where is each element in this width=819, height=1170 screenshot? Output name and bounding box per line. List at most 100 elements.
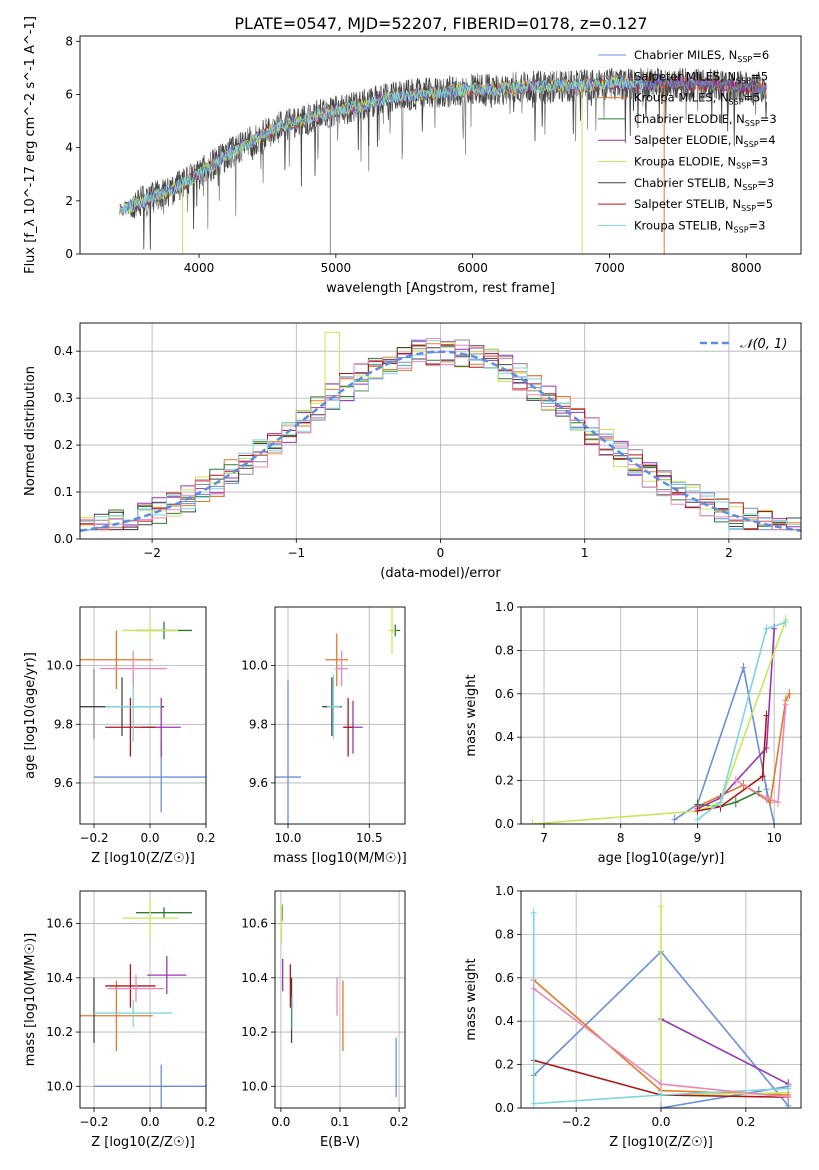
age-weight-ytick-label: 0.2 <box>495 774 514 788</box>
legend-label: Kroupa ELODIE, NSSP=3 <box>634 155 768 171</box>
residuals-xtick-label: 1 <box>581 546 589 560</box>
z-weight-ytick-label: 0.2 <box>495 1058 514 1072</box>
spectrum-plot <box>119 67 767 254</box>
z-weight-ytick-label: 0.4 <box>495 1014 514 1028</box>
ebv-mass-xtick-label: 0.0 <box>271 1115 290 1129</box>
ebv-mass-frame <box>274 890 406 1109</box>
legend-label: Chabrier ELODIE, NSSP=3 <box>634 112 777 128</box>
age-weight-xlabel: age [log10(age/yr)] <box>598 851 725 866</box>
z-mass-xtick-label: −0.2 <box>79 1115 108 1129</box>
age-weight-xtick-label: 9 <box>694 831 702 845</box>
residuals-xtick-label: 0 <box>437 546 445 560</box>
mass-age-ytick-label: 10.0 <box>241 659 268 673</box>
residuals-ytick-label: 0.0 <box>54 532 73 546</box>
ebv-mass-axes: 0.0 0.1 0.2 10.0 10.2 10.4 10.6 E(B-V) <box>241 890 409 1150</box>
z-mass-axes: −0.2 0.0 0.2 10.0 10.2 10.4 10.6 Z [log10(Z/Z☉)… <box>23 890 216 1150</box>
spectrum-ylabel: Flux [f_λ 10^-17 erg cm^-2 s^-1 A^-1] <box>23 16 38 274</box>
z-weight-ytick-label: 0.0 <box>495 1101 514 1115</box>
z-age-ytick-label: 10.0 <box>46 659 73 673</box>
z-age-xtick-label: 0.2 <box>196 831 215 845</box>
age-weight-frame <box>520 606 802 825</box>
mass-age-xlabel: mass [log10(M/M☉)] <box>273 851 406 866</box>
mass-age-xtick-label: 10.0 <box>275 831 302 845</box>
weight-line <box>673 664 775 824</box>
ebv-mass-xtick-label: 0.2 <box>390 1115 409 1129</box>
z-age-ytick-label: 9.8 <box>54 717 73 731</box>
legend-label: Chabrier MILES, NSSP=6 <box>634 48 769 64</box>
spectrum-line <box>119 76 644 215</box>
z-mass-xtick-label: 0.0 <box>140 1115 159 1129</box>
z-mass-xlabel: Z [log10(Z/Z☉)] <box>91 1135 195 1150</box>
legend-label: Salpeter ELODIE, NSSP=4 <box>634 133 776 149</box>
z-age-xtick-label: −0.2 <box>79 831 108 845</box>
weight-line <box>735 704 787 804</box>
spectrum-line <box>119 75 767 215</box>
z-mass-plot <box>80 899 206 1108</box>
age-weight-xtick-label: 10 <box>767 831 782 845</box>
weight-line <box>696 621 786 821</box>
normal-curve <box>80 350 801 533</box>
z-weight-plot <box>530 901 792 1108</box>
ebv-mass-xtick-label: 0.1 <box>330 1115 349 1129</box>
spectrum-legend: Chabrier MILES, NSSP=6 Salpeter MILES, NS… <box>598 48 777 234</box>
spectrum-xtick-label: 8000 <box>731 261 762 275</box>
residuals-frame <box>79 322 802 540</box>
spectrum-xtick-label: 5000 <box>321 261 352 275</box>
weight-line <box>697 790 760 808</box>
z-weight-frame <box>520 890 802 1109</box>
mass-age-plot <box>275 607 401 824</box>
ebv-mass-ytick-label: 10.0 <box>241 1079 268 1093</box>
age-weight-ytick-label: 0.0 <box>495 817 514 831</box>
spectrum-xtick-label: 7000 <box>594 261 625 275</box>
weight-line <box>697 715 768 812</box>
legend-label: Kroupa MILES, NSSP=5 <box>634 91 760 107</box>
z-weight-xtick-label: 0.0 <box>651 1115 670 1129</box>
age-weight-ytick-label: 0.8 <box>495 643 514 657</box>
age-weight-axes: 7 8 9 10 0.0 0.2 0.4 0.6 0.8 1.0 age [log10(age/yr… <box>464 600 802 866</box>
z-weight-ylabel: mass weight <box>464 958 479 1040</box>
ebv-mass-ytick-label: 10.6 <box>241 917 268 931</box>
z-age-xtick-label: 0.0 <box>140 831 159 845</box>
z-age-frame <box>79 606 207 825</box>
spectrum-ytick-label: 8 <box>65 34 73 48</box>
ebv-mass-ytick-label: 10.4 <box>241 971 268 985</box>
legend-label: Kroupa STELIB, NSSP=3 <box>634 218 765 234</box>
mass-age-frame <box>274 606 406 825</box>
ebv-mass-xlabel: E(B-V) <box>320 1135 360 1150</box>
spectrum-xlabel: wavelength [Angstrom, rest frame] <box>326 281 555 296</box>
mass-age-ytick-label: 9.6 <box>249 776 268 790</box>
z-weight-axes: −0.2 0.0 0.2 0.0 0.2 0.4 0.6 0.8 1.0 Z [log10(Z/Z… <box>464 884 802 1150</box>
z-mass-ytick-label: 10.4 <box>46 971 73 985</box>
spectrum-ytick-label: 6 <box>65 87 73 101</box>
spectrum-ytick-label: 4 <box>65 141 73 155</box>
residuals-ytick-label: 0.4 <box>54 344 73 358</box>
z-weight-xlabel: Z [log10(Z/Z☉)] <box>609 1135 713 1150</box>
z-mass-ytick-label: 10.0 <box>46 1079 73 1093</box>
spectrum-xtick-label: 4000 <box>184 261 215 275</box>
spectrum-xtick-label: 6000 <box>457 261 488 275</box>
age-weight-ytick-label: 0.4 <box>495 730 514 744</box>
figure-title: PLATE=0547, MJD=52207, FIBERID=0178, z=0… <box>234 14 647 33</box>
weight-line <box>532 619 787 824</box>
residuals-xtick-label: −2 <box>143 546 161 560</box>
spectrum-frame <box>79 35 802 255</box>
legend-label: Salpeter STELIB, NSSP=5 <box>634 197 773 213</box>
mass-age-ytick-label: 9.8 <box>249 717 268 731</box>
mass-age-axes: 10.0 10.5 9.6 9.8 10.0 mass [log10(M/M☉)] <box>241 606 407 866</box>
residuals-xlabel: (data-model)/error <box>380 566 501 581</box>
ebv-mass-plot <box>280 904 397 1098</box>
legend-label: Chabrier STELIB, NSSP=3 <box>634 176 774 192</box>
residuals-ytick-label: 0.3 <box>54 391 73 405</box>
residuals-ytick-label: 0.1 <box>54 485 73 499</box>
residual-hist <box>80 338 801 531</box>
z-mass-xtick-label: 0.2 <box>196 1115 215 1129</box>
z-weight-ytick-label: 1.0 <box>495 884 514 898</box>
z-age-axes: −0.2 0.0 0.2 9.6 9.8 10.0 Z [log10(Z/Z☉)] age [… <box>23 606 216 866</box>
residuals-axes: −2 −1 0 1 2 0.0 0.1 0.2 0.3 0.4 (data-model)/error… <box>23 322 802 581</box>
spectrum-ytick-label: 2 <box>65 194 73 208</box>
spectrum-line <box>119 77 644 216</box>
residuals-xtick-label: 2 <box>725 546 733 560</box>
spectrum-axes: 4000 5000 6000 7000 8000 0 2 4 6 8 wavelength [Ang… <box>23 16 802 296</box>
z-mass-ytick-label: 10.2 <box>46 1025 73 1039</box>
legend-label: Salpeter MILES, NSSP=5 <box>634 69 768 85</box>
